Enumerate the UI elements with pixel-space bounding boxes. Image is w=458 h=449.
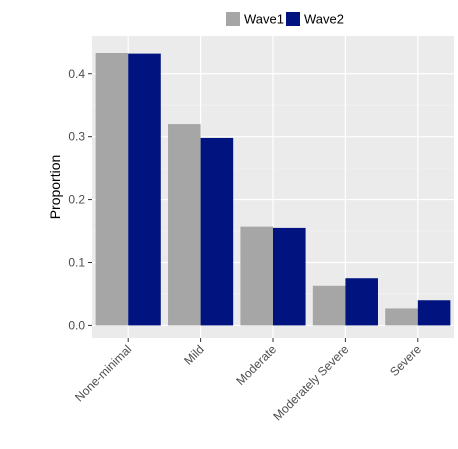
x-tick-label: Moderately Severe	[270, 342, 351, 423]
y-tick-label: 0.1	[68, 256, 85, 270]
bar-wave2-mild	[200, 137, 234, 326]
y-axis-title: Proportion	[47, 155, 63, 220]
bar-wave1-moderately-severe	[312, 285, 346, 326]
bar-wave2-moderate	[273, 227, 306, 326]
bar-wave2-severe	[417, 300, 451, 326]
x-tick-label: Severe	[387, 342, 424, 379]
legend-label-wave1: Wave1	[244, 12, 284, 27]
y-tick-label: 0.2	[68, 193, 85, 207]
legend-swatch-wave2	[286, 12, 300, 26]
y-axis: 0.0 0.1 0.2 0.3 0.4	[68, 67, 92, 332]
bar-wave1-moderate	[240, 226, 273, 326]
bar-wave1-none-minimal	[95, 52, 129, 326]
bar-wave2-none-minimal	[128, 53, 161, 326]
legend-swatch-wave1	[226, 12, 240, 26]
bar-wave1-mild	[168, 124, 201, 326]
y-tick-label: 0.3	[68, 130, 85, 144]
bars	[95, 52, 451, 326]
y-tick-label: 0.0	[68, 318, 85, 332]
legend-label-wave2: Wave2	[304, 12, 344, 27]
bar-wave1-severe	[385, 308, 418, 326]
legend: Wave1 Wave2	[226, 12, 344, 27]
x-tick-label: None-minimal	[72, 342, 134, 404]
y-tick-label: 0.4	[68, 67, 85, 81]
x-tick-label: Mild	[181, 342, 206, 367]
x-tick-label: Moderate	[233, 342, 279, 388]
bar-wave2-moderately-severe	[345, 278, 378, 326]
